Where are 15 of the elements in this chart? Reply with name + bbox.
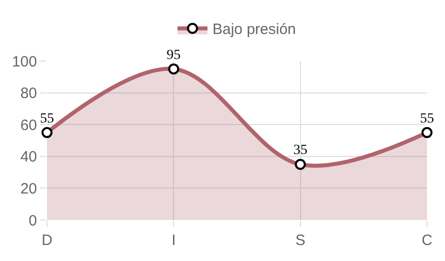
legend-label: Bajo presión bbox=[212, 21, 296, 38]
data-label: 35 bbox=[293, 143, 308, 158]
data-label: 55 bbox=[420, 111, 434, 126]
y-tick-label: 80 bbox=[20, 85, 37, 102]
y-tick-label: 60 bbox=[20, 116, 37, 134]
x-tick-label: C bbox=[422, 232, 433, 249]
x-tick-label: D bbox=[42, 232, 53, 249]
y-tick-label: 20 bbox=[20, 180, 37, 198]
data-label: 95 bbox=[166, 48, 181, 63]
x-tick-label: I bbox=[172, 232, 176, 249]
y-tick-label: 40 bbox=[20, 148, 37, 166]
x-tick-label: S bbox=[295, 232, 306, 249]
y-tick-label: 0 bbox=[28, 212, 37, 230]
data-label: 55 bbox=[40, 111, 54, 126]
y-tick-label: 100 bbox=[12, 53, 37, 70]
